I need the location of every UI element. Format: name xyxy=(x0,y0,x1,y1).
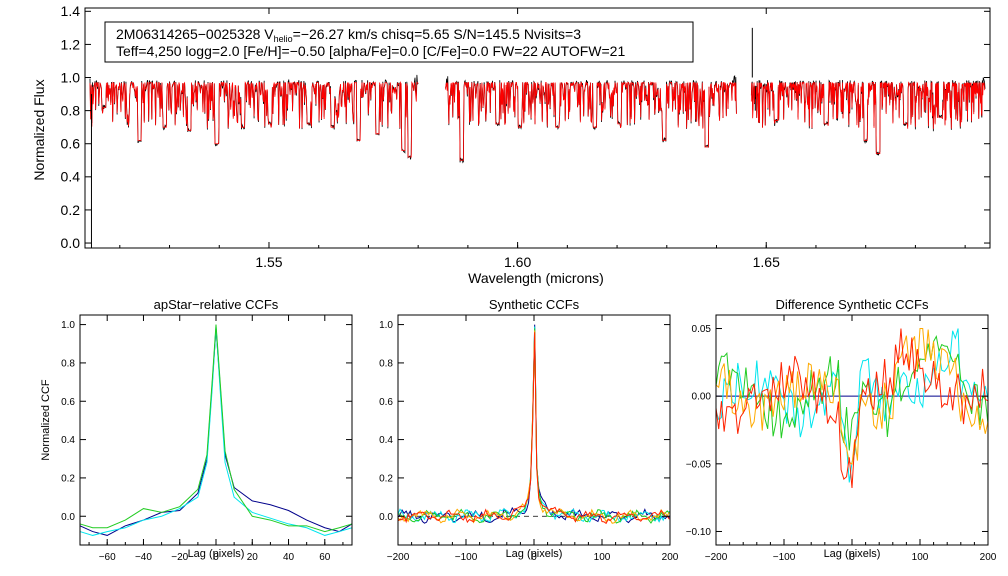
x-tick-label: −40 xyxy=(135,552,152,563)
difference-ccf-panel: −200 −100 0 100 200 −0.10 −0.05 0.00 0.05 Differ… xyxy=(686,297,997,563)
x-tick-label: −20 xyxy=(171,552,188,563)
spectrum-panel: 1.55 1.60 1.65 0.0 0.2 0.4 0.6 0.8 1.0 1.2 1.4 2M0… xyxy=(31,3,991,286)
difference-series xyxy=(715,328,989,489)
difference-xlabel: Lag (pixels) xyxy=(824,548,881,560)
x-tick-label: −60 xyxy=(99,552,116,563)
apstar-series xyxy=(79,324,353,536)
y-tick-label: 0.4 xyxy=(61,435,75,446)
apstar-ccf-visit1 xyxy=(79,328,353,536)
x-tick-label: 100 xyxy=(912,552,929,563)
synthetic-title: Synthetic CCFs xyxy=(489,297,580,312)
synthetic-series xyxy=(397,324,670,525)
apstar-title: apStar−relative CCFs xyxy=(154,297,279,312)
y-tick-label: 0.6 xyxy=(61,397,75,408)
star-stats-text: =−26.27 km/s chisq=5.65 S/N=145.5 Nvisit… xyxy=(293,26,582,42)
apstar-ccf-panel: −60 −40 −20 0 20 40 60 0.0 0.2 0.4 0.6 0.8 1.0 apSta… xyxy=(40,297,353,563)
y-tick-label: 0.0 xyxy=(379,512,393,523)
y-tick-label: 0.4 xyxy=(379,435,393,446)
x-tick-label: 1.55 xyxy=(255,254,282,270)
difference-axes-frame xyxy=(715,314,989,546)
x-tick-label: 1.65 xyxy=(753,254,780,270)
apstar-ticks: −60 −40 −20 0 20 40 60 0.0 0.2 0.4 0.6 0.8 1.0 xyxy=(61,315,352,563)
spectrum-xlabel: Wavelength (microns) xyxy=(468,270,604,286)
x-tick-label: −100 xyxy=(455,552,478,563)
x-tick-label: 60 xyxy=(319,552,331,563)
synthetic-xlabel: Lag (pixels) xyxy=(506,548,563,560)
x-tick-label: −200 xyxy=(387,552,410,563)
star-id-text: 2M06314265−0025328 V xyxy=(116,26,274,42)
spectrum-ticks: 1.55 1.60 1.65 0.0 0.2 0.4 0.6 0.8 1.0 1.2 1.4 xyxy=(61,3,990,270)
x-tick-label: 100 xyxy=(594,552,611,563)
y-tick-label: 1.4 xyxy=(61,3,81,19)
apstar-xlabel: Lag (pixels) xyxy=(188,548,245,560)
spectrum-title-line2: Teff=4,250 logg=2.0 [Fe/H]=−0.50 [alpha/… xyxy=(116,43,625,59)
observed-spectrum-chip-1 xyxy=(89,74,419,160)
model-spectrum-chip-2 xyxy=(445,81,737,161)
y-tick-label: 0.4 xyxy=(61,169,81,185)
y-tick-label: 0.8 xyxy=(379,358,393,369)
y-tick-label: −0.05 xyxy=(686,459,712,470)
y-tick-label: 0.6 xyxy=(379,397,393,408)
synthetic-ticks: −200 −100 0 100 200 0.0 0.2 0.4 0.6 0.8 1.0 xyxy=(379,315,679,563)
y-tick-label: 1.2 xyxy=(61,36,81,52)
difference-ccf-visit4 xyxy=(715,328,989,489)
x-tick-label: 200 xyxy=(980,552,997,563)
y-tick-label: 0.00 xyxy=(692,392,712,403)
spectrum-series xyxy=(89,27,986,248)
y-tick-label: 0.0 xyxy=(61,512,75,523)
spectrum-ylabel: Normalized Flux xyxy=(31,79,47,180)
difference-ticks: −200 −100 0 100 200 −0.10 −0.05 0.00 0.05 xyxy=(686,315,997,563)
spectrum-title-line1: 2M06314265−0025328 Vhelio=−26.27 km/s ch… xyxy=(116,26,581,44)
x-tick-label: 20 xyxy=(247,552,259,563)
apstar-ccf-visit3 xyxy=(79,324,353,533)
y-tick-label: 0.8 xyxy=(61,358,75,369)
x-tick-label: −200 xyxy=(705,552,728,563)
y-tick-label: 1.0 xyxy=(379,320,393,331)
apstar-axes-frame xyxy=(79,314,353,546)
apstar-ylabel: Normalized CCF xyxy=(40,379,52,461)
spectrum-axes-frame xyxy=(84,7,991,249)
spectrum-info-box xyxy=(104,21,694,63)
model-spectrum-chip-1 xyxy=(89,80,419,158)
x-tick-label: 0 xyxy=(531,552,537,563)
y-tick-label: 0.2 xyxy=(61,473,75,484)
apstar-ccf-visit2 xyxy=(79,326,353,536)
x-tick-label: 1.60 xyxy=(504,254,531,270)
y-tick-label: 0.6 xyxy=(61,136,81,152)
y-tick-label: 0.0 xyxy=(61,235,81,251)
y-tick-label: 0.05 xyxy=(692,324,712,335)
y-tick-label: 0.2 xyxy=(379,473,393,484)
y-tick-label: 0.2 xyxy=(61,202,81,218)
x-tick-label: 0 xyxy=(213,552,219,563)
y-tick-label: 1.0 xyxy=(61,320,75,331)
x-tick-label: −100 xyxy=(773,552,796,563)
x-tick-label: 40 xyxy=(283,552,295,563)
x-tick-label: 0 xyxy=(849,552,855,563)
difference-ccf-visit3 xyxy=(715,328,989,465)
synthetic-ccf-visit4 xyxy=(397,332,670,525)
y-tick-label: −0.10 xyxy=(686,527,712,538)
helio-subscript: helio xyxy=(274,34,293,44)
model-spectrum-chip-3 xyxy=(750,81,986,155)
difference-title: Difference Synthetic CCFs xyxy=(776,297,929,312)
synthetic-ccf-panel: −200 −100 0 100 200 0.0 0.2 0.4 0.6 0.8 1.0 Synthe… xyxy=(379,297,679,563)
x-tick-label: 200 xyxy=(662,552,679,563)
y-tick-label: 1.0 xyxy=(61,69,81,85)
y-tick-label: 0.8 xyxy=(61,103,81,119)
